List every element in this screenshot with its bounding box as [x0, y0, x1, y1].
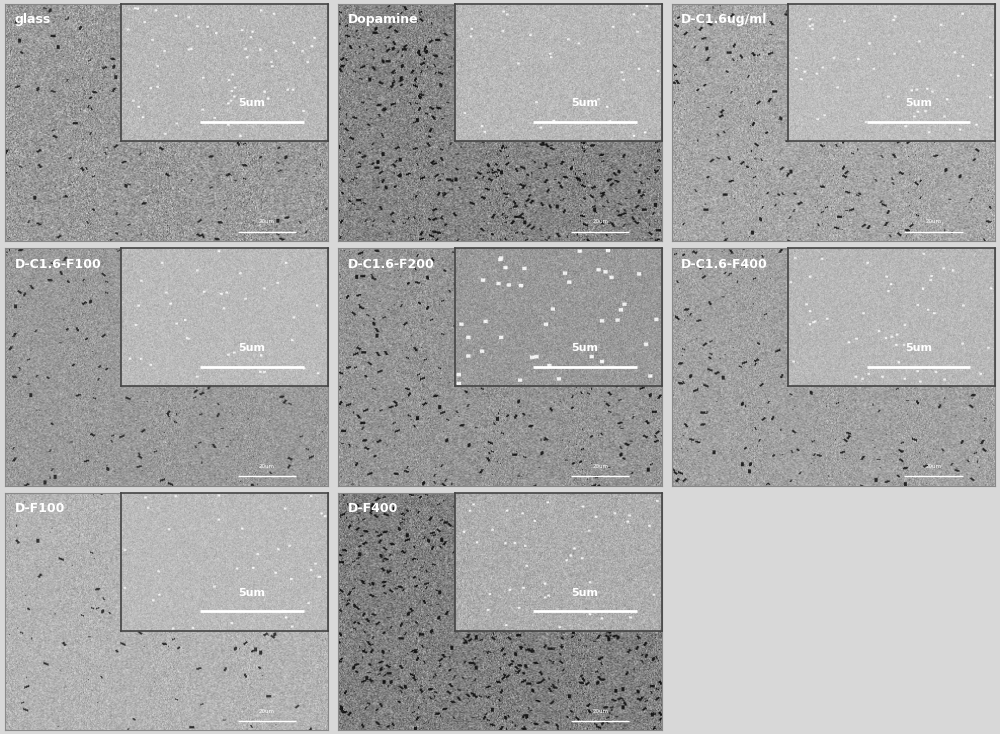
Text: D-C1.6-F200: D-C1.6-F200: [348, 258, 435, 271]
Text: Dopamine: Dopamine: [348, 13, 419, 26]
Text: 20um: 20um: [592, 464, 608, 469]
Text: D-F400: D-F400: [348, 503, 398, 515]
Text: 20um: 20um: [926, 219, 942, 225]
Text: glass: glass: [15, 13, 51, 26]
Text: 20um: 20um: [259, 464, 275, 469]
Text: 20um: 20um: [926, 464, 942, 469]
Text: D-F100: D-F100: [15, 503, 65, 515]
Text: 20um: 20um: [592, 709, 608, 713]
Text: 20um: 20um: [259, 219, 275, 225]
Text: 20um: 20um: [592, 219, 608, 225]
Text: D-C1.6-F100: D-C1.6-F100: [15, 258, 101, 271]
Text: 20um: 20um: [259, 709, 275, 713]
Text: D-C1.6ug/ml: D-C1.6ug/ml: [681, 13, 768, 26]
Text: D-C1.6-F400: D-C1.6-F400: [681, 258, 768, 271]
